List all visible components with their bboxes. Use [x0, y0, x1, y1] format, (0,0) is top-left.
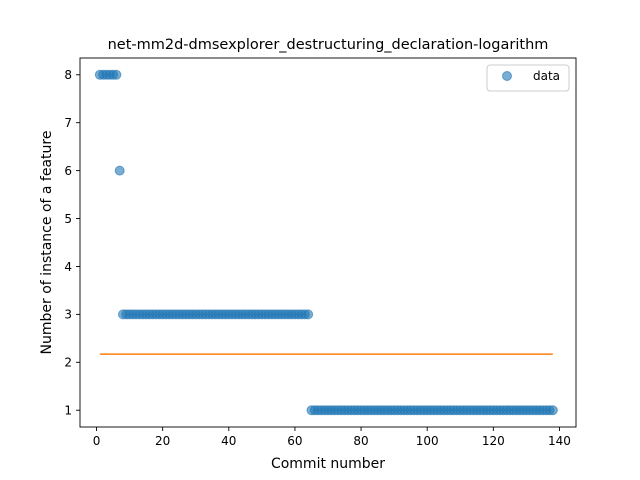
plot-frame — [79, 57, 577, 428]
x-tick-label: 120 — [482, 434, 505, 448]
y-tick-label: 3 — [64, 308, 72, 322]
x-tick-label: 140 — [548, 434, 571, 448]
legend: data — [486, 64, 570, 92]
y-tick-label: 8 — [64, 68, 72, 82]
x-tick-label: 20 — [155, 434, 170, 448]
data-point — [303, 309, 314, 320]
y-tick-label: 1 — [64, 404, 72, 418]
data-point — [114, 165, 125, 176]
chart-title: net-mm2d-dmsexplorer_destructuring_decla… — [108, 37, 549, 53]
x-tick-label: 80 — [353, 434, 368, 448]
data-point — [547, 405, 558, 416]
y-tick-label: 4 — [64, 260, 72, 274]
legend-marker — [502, 71, 512, 81]
x-tick-label: 100 — [416, 434, 439, 448]
x-axis-label: Commit number — [271, 456, 385, 472]
plot-area — [80, 58, 576, 427]
x-ticks: 0 20 40 60 80 100 120 140 — [93, 427, 571, 448]
y-tick-label: 7 — [64, 116, 72, 130]
x-tick-label: 60 — [287, 434, 302, 448]
x-tick-label: 0 — [93, 434, 101, 448]
y-ticks: 1 2 3 4 5 6 7 8 — [64, 68, 80, 418]
legend-label: data — [533, 69, 560, 83]
data-point — [111, 69, 122, 80]
y-tick-label: 6 — [64, 164, 72, 178]
y-tick-label: 5 — [64, 212, 72, 226]
x-tick-label: 40 — [221, 434, 236, 448]
data-points-layer — [94, 69, 558, 416]
y-axis-label: Number of instance of a feature — [39, 131, 55, 355]
y-tick-label: 2 — [64, 356, 72, 370]
